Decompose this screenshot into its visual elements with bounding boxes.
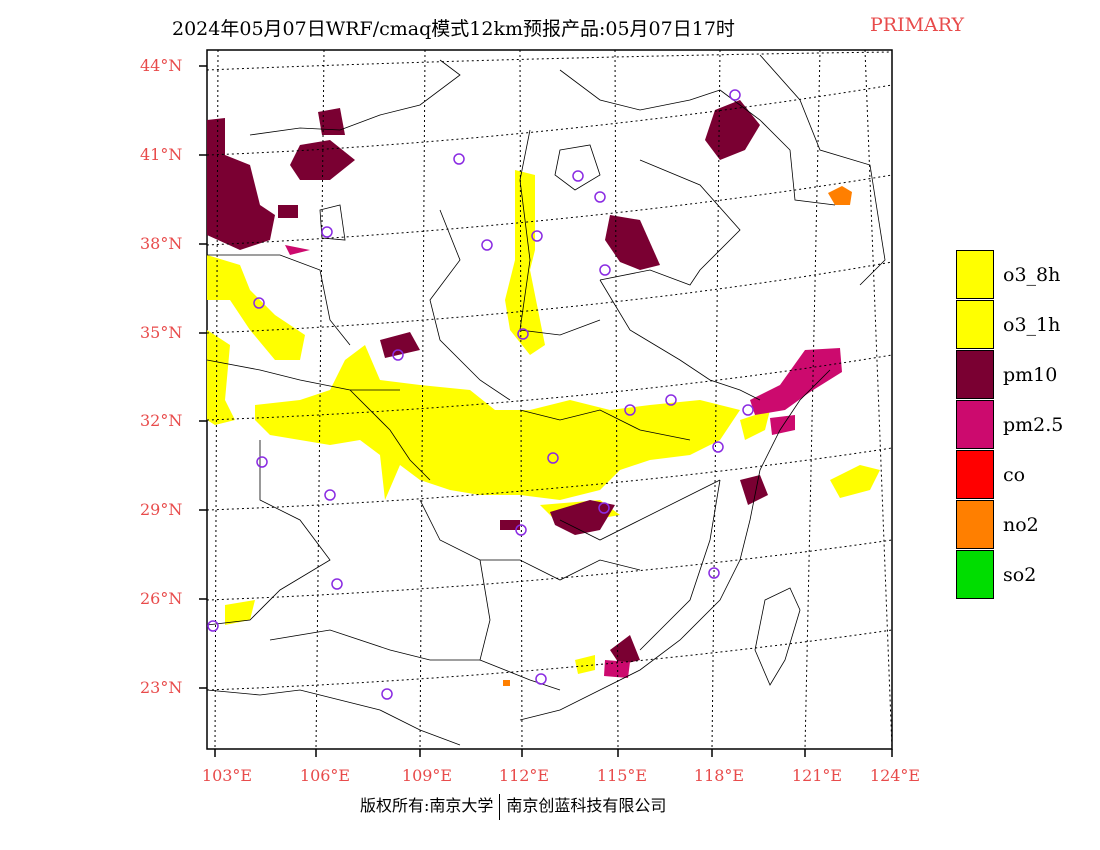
lat-label-26: 26°N <box>140 589 183 608</box>
footer-separator <box>499 793 501 820</box>
graticule <box>206 49 893 750</box>
axis-ticks <box>199 65 893 757</box>
legend-label: so2 <box>1003 564 1037 586</box>
legend-label: no2 <box>1003 514 1039 536</box>
legend-swatch <box>956 250 994 299</box>
lon-label-121: 121°E <box>791 766 843 785</box>
lon-label-118: 118°E <box>693 766 745 785</box>
legend-item-pm10: pm10 <box>956 350 1100 400</box>
lat-label-38: 38°N <box>140 234 183 253</box>
lon-label-112: 112°E <box>498 766 550 785</box>
legend-label: o3_8h <box>1003 264 1061 286</box>
lon-label-124: 124°E <box>869 766 921 785</box>
legend: o3_8h o3_1h pm10 pm2.5 co no2 so2 <box>956 250 1100 600</box>
lon-label-115: 115°E <box>596 766 648 785</box>
no2-areas <box>503 186 852 686</box>
legend-label: pm10 <box>1003 364 1058 386</box>
station-markers <box>207 89 754 700</box>
lat-label-32: 32°N <box>140 411 183 430</box>
legend-swatch <box>956 400 994 449</box>
legend-swatch <box>956 350 994 399</box>
title-main: 2024年05月07日WRF/cmaq模式12km预报产品:05月07日17时 <box>172 18 735 40</box>
legend-label: o3_1h <box>1003 314 1061 336</box>
legend-swatch <box>956 450 994 499</box>
legend-item-so2: so2 <box>956 550 1100 600</box>
lon-label-106: 106°E <box>299 766 351 785</box>
legend-swatch <box>956 550 994 599</box>
legend-label: co <box>1003 464 1026 486</box>
lat-label-44: 44°N <box>140 56 183 75</box>
pm25-areas <box>285 245 842 678</box>
legend-item-co: co <box>956 450 1100 500</box>
legend-item-o3-8h: o3_8h <box>956 250 1100 300</box>
legend-swatch <box>956 300 994 349</box>
legend-label: pm2.5 <box>1003 414 1064 436</box>
lon-label-109: 109°E <box>401 766 453 785</box>
lat-label-35: 35°N <box>140 323 183 342</box>
copyright-footer: 版权所有:南京大学 南京创蓝科技有限公司 <box>360 792 666 820</box>
lat-label-41: 41°N <box>140 145 183 164</box>
footer-right: 南京创蓝科技有限公司 <box>506 796 667 815</box>
footer-left: 版权所有:南京大学 <box>360 796 494 815</box>
legend-item-pm25: pm2.5 <box>956 400 1100 450</box>
lat-label-23: 23°N <box>140 678 183 697</box>
lat-label-29: 29°N <box>140 500 183 519</box>
legend-item-o3-1h: o3_1h <box>956 300 1100 350</box>
title-tag: PRIMARY <box>870 14 965 36</box>
lon-label-103: 103°E <box>201 766 253 785</box>
legend-swatch <box>956 500 994 549</box>
legend-item-no2: no2 <box>956 500 1100 550</box>
